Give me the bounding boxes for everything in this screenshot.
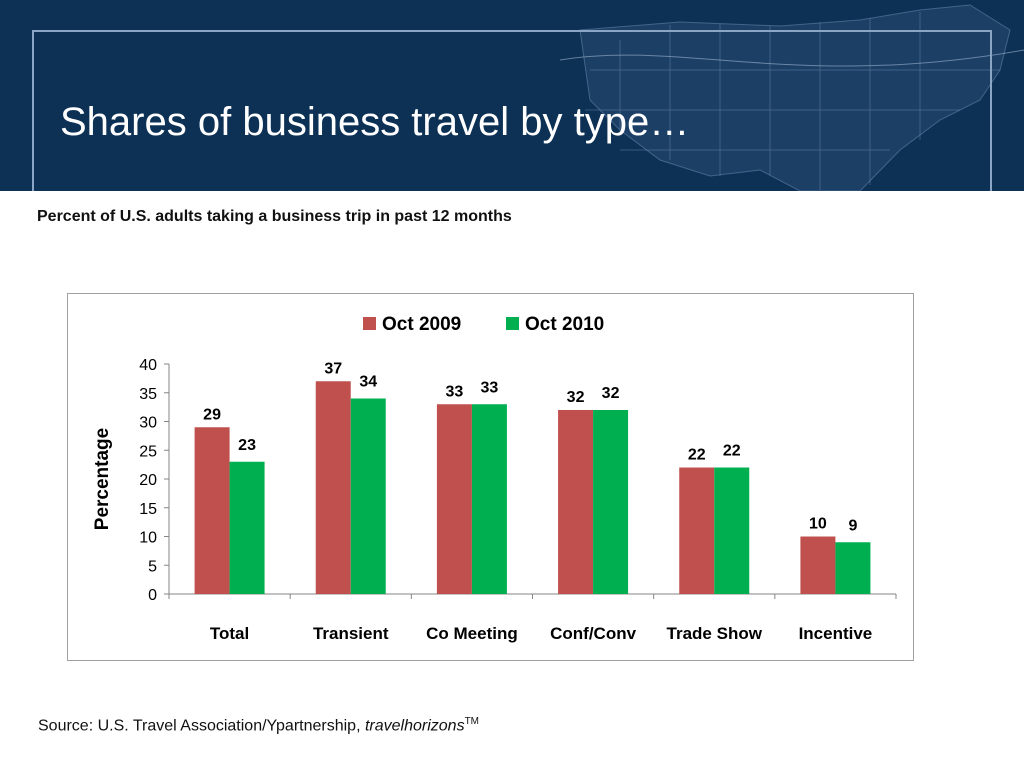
slide-header: Shares of business travel by type… xyxy=(0,0,1024,191)
x-tick-label: Transient xyxy=(313,624,389,643)
chart-subtitle: Percent of U.S. adults taking a business… xyxy=(37,208,512,225)
bar-chart: 0 5 10 15 20 25 30 35 40 Percentage Total 29 23 Trans… xyxy=(92,314,897,643)
legend-label: Oct 2010 xyxy=(525,314,604,335)
bar xyxy=(229,461,265,594)
data-label: 22 xyxy=(723,443,741,460)
data-label: 32 xyxy=(567,389,585,406)
bar xyxy=(800,536,836,594)
y-tick-label: 20 xyxy=(139,472,157,489)
data-label: 33 xyxy=(446,383,464,400)
data-label: 23 xyxy=(238,437,256,454)
y-axis-label: Percentage xyxy=(92,428,113,530)
bar xyxy=(436,404,472,594)
data-label: 10 xyxy=(809,516,827,533)
trademark-mark: TM xyxy=(464,716,480,727)
bar xyxy=(350,398,386,594)
data-label: 22 xyxy=(688,447,706,464)
bar xyxy=(194,427,230,594)
chart-container: 0 5 10 15 20 25 30 35 40 Percentage Total 29 23 Trans… xyxy=(67,293,914,661)
data-label: 29 xyxy=(203,406,221,423)
data-label: 32 xyxy=(602,385,620,402)
data-label: 37 xyxy=(324,360,342,377)
source-text: Source: U.S. Travel Association/Ypartner… xyxy=(38,717,365,735)
bar xyxy=(835,542,871,594)
bar xyxy=(593,410,629,594)
x-tick-label: Total xyxy=(210,624,249,643)
data-label: 34 xyxy=(359,374,377,391)
bar xyxy=(315,381,351,594)
x-tick-label: Incentive xyxy=(799,624,873,643)
source-publication: travelhorizons xyxy=(364,717,465,735)
y-tick-label: 30 xyxy=(139,415,157,432)
data-label: 33 xyxy=(481,379,499,396)
bar xyxy=(471,404,507,594)
legend-swatch xyxy=(506,317,519,330)
y-tick-label: 25 xyxy=(139,443,157,460)
x-tick-label: Co Meeting xyxy=(426,624,518,643)
page-title: Shares of business travel by type… xyxy=(60,100,690,144)
y-tick-label: 5 xyxy=(148,558,157,575)
legend-label: Oct 2009 xyxy=(382,314,461,335)
x-tick-label: Conf/Conv xyxy=(550,624,636,643)
source-note: Source: U.S. Travel Association/Ypartner… xyxy=(38,716,479,735)
y-tick-label: 15 xyxy=(139,501,157,518)
y-tick-label: 35 xyxy=(139,386,157,403)
y-tick-label: 10 xyxy=(139,530,157,547)
bar xyxy=(714,467,750,594)
x-tick-label: Trade Show xyxy=(667,624,763,643)
data-label: 9 xyxy=(848,517,857,534)
us-map-icon xyxy=(560,4,1024,191)
bar xyxy=(679,467,715,594)
y-tick-label: 0 xyxy=(148,587,157,604)
y-tick-label: 40 xyxy=(139,357,157,374)
legend-swatch xyxy=(363,317,376,330)
bar xyxy=(558,410,594,594)
header-frame xyxy=(32,30,992,191)
